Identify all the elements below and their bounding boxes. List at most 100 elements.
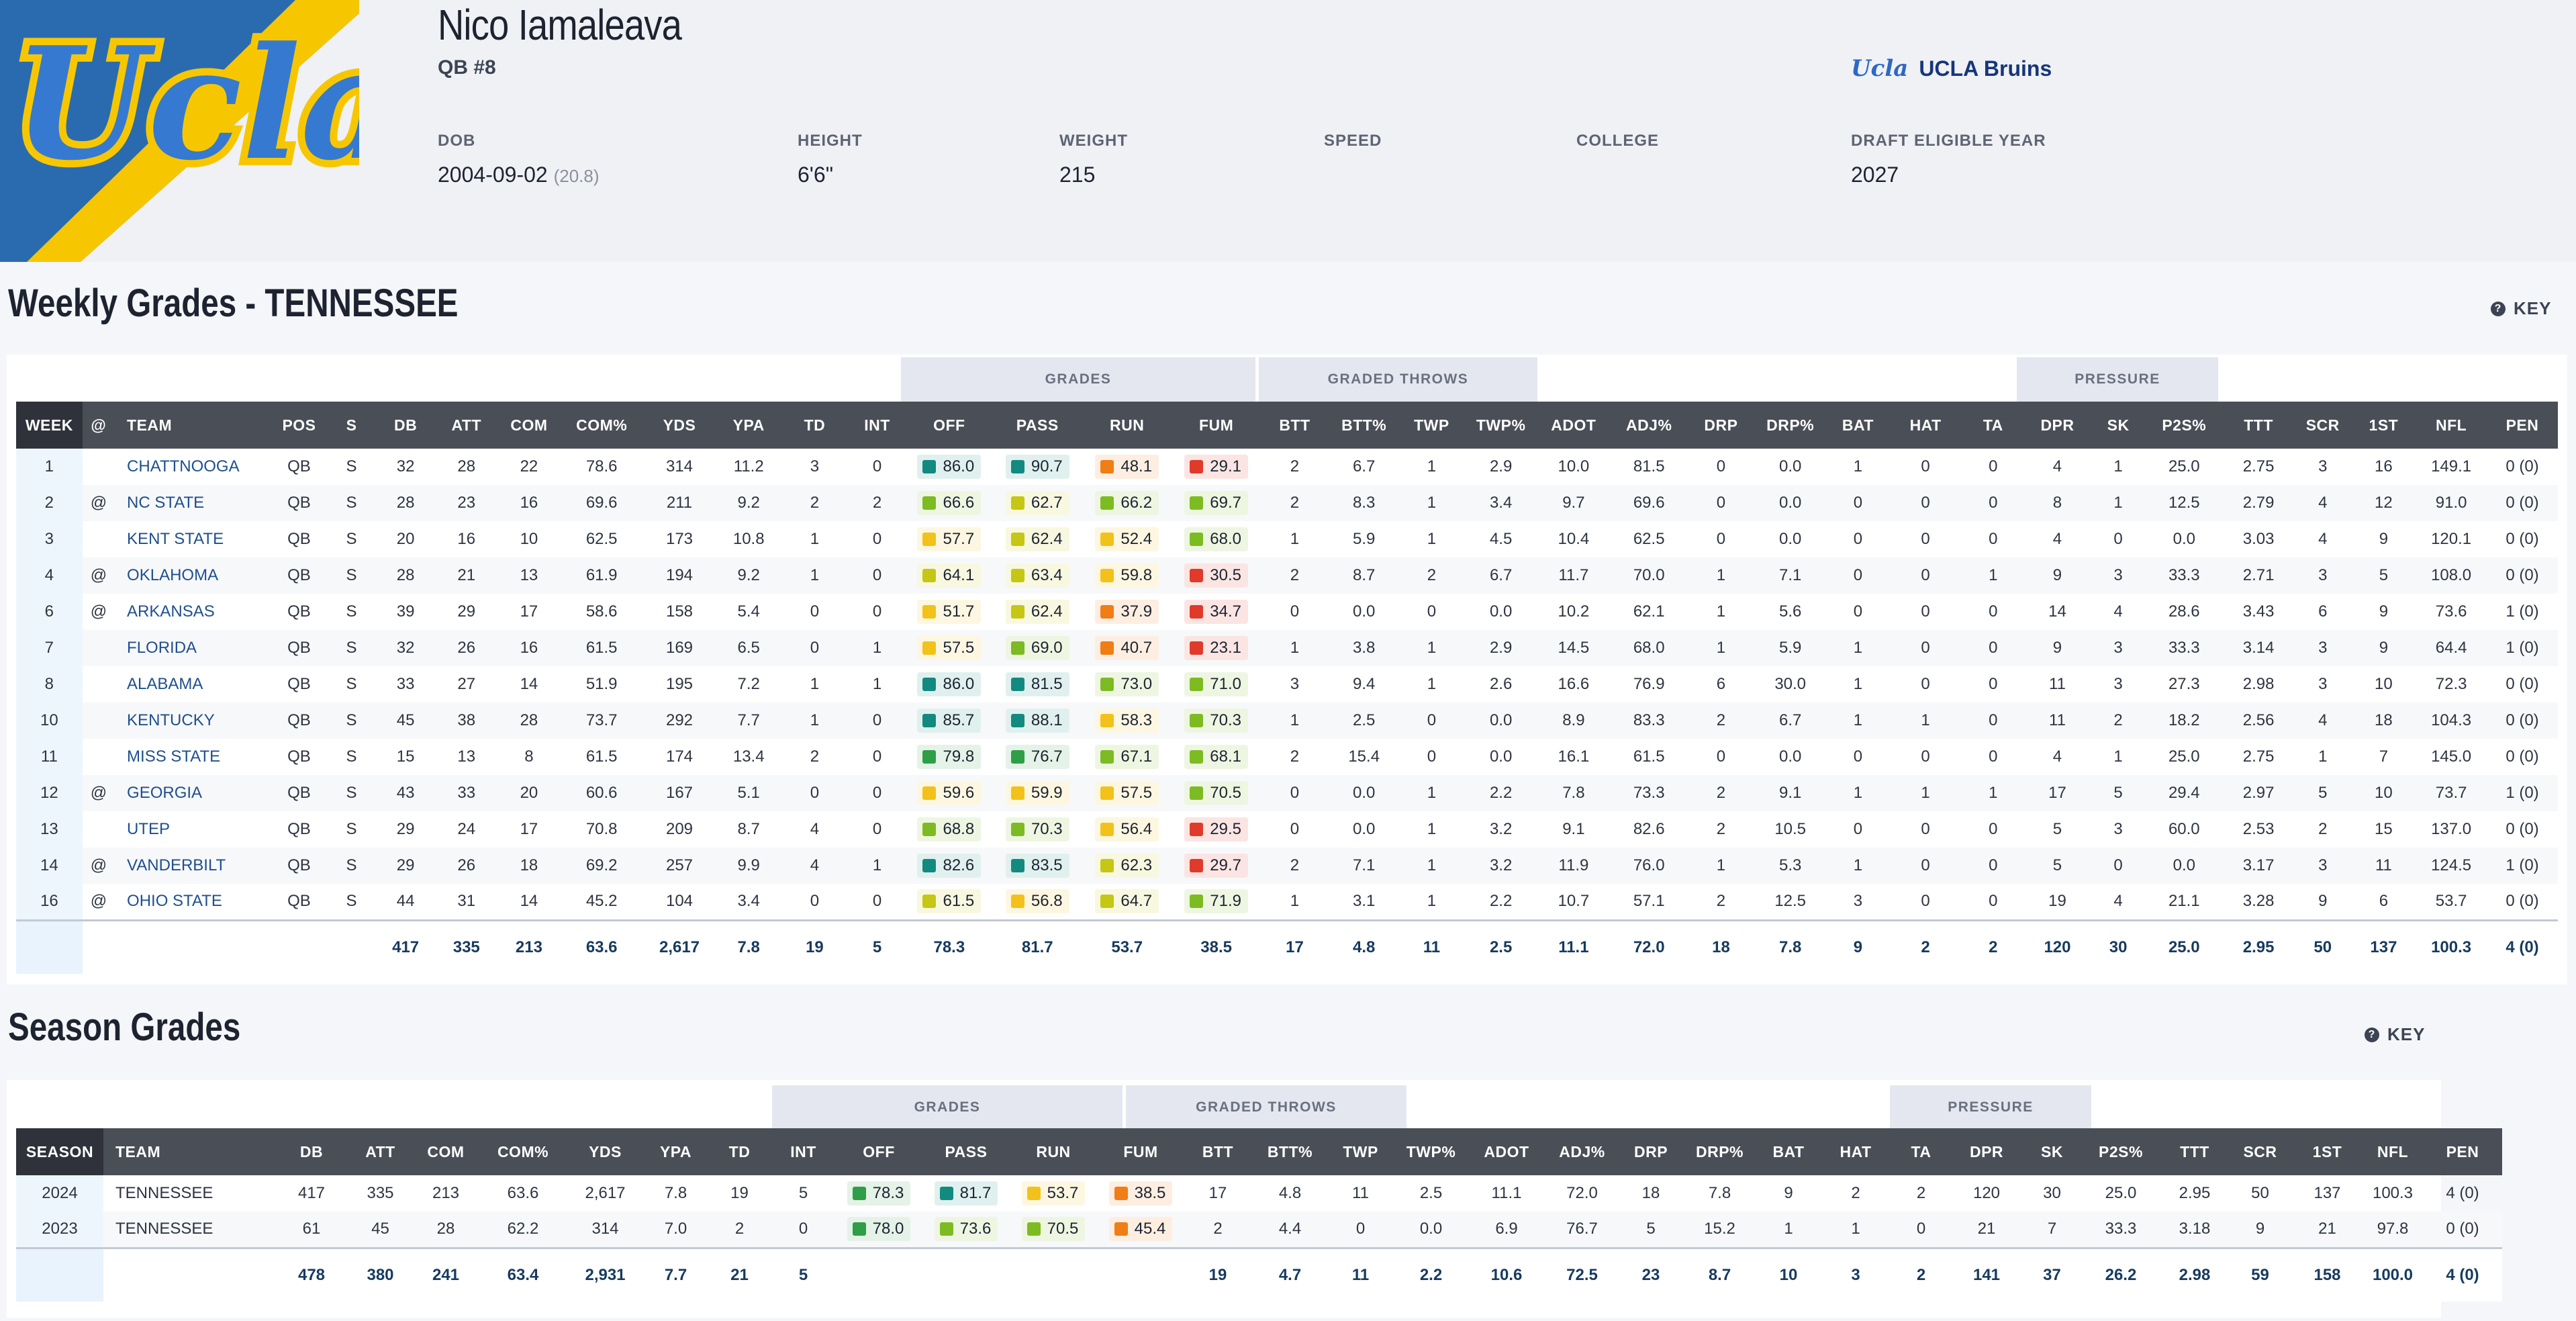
cell-off: 51.7 [906, 594, 992, 630]
col-header-btt[interactable]: BTT [1261, 402, 1329, 449]
col-header-twp[interactable]: TWP [1399, 402, 1464, 449]
col-header-fum[interactable]: FUM [1172, 402, 1261, 449]
cell-team[interactable]: GEORGIA [115, 775, 271, 811]
col-header-season[interactable]: SEASON [16, 1128, 103, 1175]
col-header-hat[interactable]: HAT [1819, 1128, 1893, 1175]
col-header-team[interactable]: TEAM [115, 402, 271, 449]
col-header-yds[interactable]: YDS [567, 1128, 644, 1175]
cell-at [83, 521, 115, 557]
col-header-week[interactable]: WEEK [16, 402, 83, 449]
col-header-td[interactable]: TD [708, 1128, 771, 1175]
col-header-ta[interactable]: TA [1962, 402, 2024, 449]
col-header-adj-pct[interactable]: ADJ% [1543, 1128, 1621, 1175]
col-header-scr[interactable]: SCR [2228, 1128, 2292, 1175]
col-header-sk[interactable]: SK [2023, 1128, 2081, 1175]
col-header-com-pct[interactable]: COM% [479, 1128, 567, 1175]
col-header-ypa[interactable]: YPA [644, 1128, 708, 1175]
col-header-com-pct[interactable]: COM% [561, 402, 642, 449]
total-db: 478 [275, 1246, 348, 1302]
col-header-s[interactable]: S [328, 402, 375, 449]
cell-team[interactable]: KENT STATE [127, 530, 224, 548]
col-header-bat[interactable]: BAT [1827, 402, 1889, 449]
col-header-att[interactable]: ATT [348, 1128, 412, 1175]
cell-team[interactable]: CHATTNOOGA [127, 457, 240, 475]
col-header-db[interactable]: DB [275, 1128, 348, 1175]
col-header-1st[interactable]: 1ST [2351, 402, 2416, 449]
col-header-yds[interactable]: YDS [642, 402, 717, 449]
cell-off: 57.7 [906, 521, 992, 557]
col-header-drp[interactable]: DRP [1621, 1128, 1681, 1175]
col-header-ypa[interactable]: YPA [716, 402, 781, 449]
col-header-scr[interactable]: SCR [2293, 402, 2352, 449]
team-link[interactable]: Ucla UCLA Bruins [1851, 55, 2052, 82]
col-header-pen[interactable]: PEN [2486, 402, 2558, 449]
cell-team[interactable]: UTEP [127, 820, 171, 838]
col-header-run[interactable]: RUN [1082, 402, 1172, 449]
col-header-twp-pct[interactable]: TWP% [1464, 402, 1539, 449]
col-header-ttt[interactable]: TTT [2161, 1128, 2228, 1175]
cell-team[interactable]: VANDERBILT [115, 848, 271, 884]
cell-btt: 0 [1261, 775, 1329, 811]
col-header-drp[interactable]: DRP [1688, 402, 1754, 449]
cell-team[interactable]: MISS STATE [127, 747, 221, 766]
col-header-fum[interactable]: FUM [1097, 1128, 1184, 1175]
col-header-pen[interactable]: PEN [2423, 1128, 2502, 1175]
col-header-drp-pct[interactable]: DRP% [1753, 402, 1828, 449]
cell-ta: 2 [1916, 1184, 1926, 1202]
col-header-pos[interactable]: POS [270, 402, 328, 449]
col-header-off[interactable]: OFF [835, 1128, 922, 1175]
col-header-off[interactable]: OFF [906, 402, 993, 449]
cell-team[interactable]: ARKANSAS [127, 602, 215, 621]
col-header-bat[interactable]: BAT [1758, 1128, 1819, 1175]
col-header-ta[interactable]: TA [1893, 1128, 1950, 1175]
col-header-btt-pct[interactable]: BTT% [1328, 402, 1400, 449]
col-header-db[interactable]: DB [375, 402, 436, 449]
col-header-btt[interactable]: BTT [1184, 1128, 1251, 1175]
total-pos [270, 919, 328, 974]
col-header-int[interactable]: INT [848, 402, 906, 449]
col-header-adj-pct[interactable]: ADJ% [1609, 402, 1689, 449]
col-header-com[interactable]: COM [412, 1128, 479, 1175]
col-header-twp-pct[interactable]: TWP% [1392, 1128, 1470, 1175]
col-header-team[interactable]: TEAM [103, 1128, 275, 1175]
col-header-hat[interactable]: HAT [1888, 402, 1963, 449]
cell-team[interactable]: ALABAMA [127, 675, 203, 693]
season-key-button[interactable]: ? KEY [2365, 1024, 2425, 1045]
cell-yds: 169 [642, 630, 717, 666]
cell-att: 26 [436, 848, 497, 884]
col-header-dpr[interactable]: DPR [2023, 402, 2091, 449]
col-header-int[interactable]: INT [771, 1128, 835, 1175]
col-header-1st[interactable]: 1ST [2292, 1128, 2363, 1175]
col-header-nfl[interactable]: NFL [2363, 1128, 2423, 1175]
col-header-td[interactable]: TD [781, 402, 849, 449]
cell-team[interactable]: NC STATE [115, 485, 271, 521]
col-header-run[interactable]: RUN [1010, 1128, 1097, 1175]
col-header-at[interactable]: @ [82, 402, 115, 449]
col-header-twp[interactable]: TWP [1329, 1128, 1392, 1175]
col-header-att[interactable]: ATT [436, 402, 497, 449]
col-header-pass[interactable]: PASS [992, 402, 1083, 449]
cell-yds: 167 [642, 775, 717, 811]
cell-scr: 2 [2318, 820, 2328, 838]
col-header-btt-pct[interactable]: BTT% [1251, 1128, 1329, 1175]
cell-team[interactable]: FLORIDA [115, 630, 271, 666]
grade-badge: 29.1 [1184, 455, 1248, 479]
col-header-adot[interactable]: ADOT [1538, 402, 1609, 449]
col-header-p2s-pct[interactable]: P2S% [2081, 1128, 2161, 1175]
cell-com-pct: 45.2 [585, 892, 618, 911]
grade-swatch [922, 569, 937, 582]
col-header-sk[interactable]: SK [2091, 402, 2146, 449]
col-header-pass[interactable]: PASS [922, 1128, 1010, 1175]
col-header-dpr[interactable]: DPR [1950, 1128, 2023, 1175]
col-header-p2s-pct[interactable]: P2S% [2145, 402, 2224, 449]
cell-team[interactable]: OHIO STATE [127, 892, 222, 911]
cell-team[interactable]: KENTUCKY [115, 702, 271, 739]
col-header-adot[interactable]: ADOT [1470, 1128, 1543, 1175]
col-header-drp-pct[interactable]: DRP% [1681, 1128, 1758, 1175]
weekly-key-button[interactable]: ? KEY [2491, 298, 2551, 319]
total-hat: 2 [1888, 919, 1963, 974]
col-header-nfl[interactable]: NFL [2416, 402, 2487, 449]
col-header-com[interactable]: COM [497, 402, 561, 449]
cell-team[interactable]: OKLAHOMA [115, 557, 271, 594]
col-header-ttt[interactable]: TTT [2223, 402, 2294, 449]
